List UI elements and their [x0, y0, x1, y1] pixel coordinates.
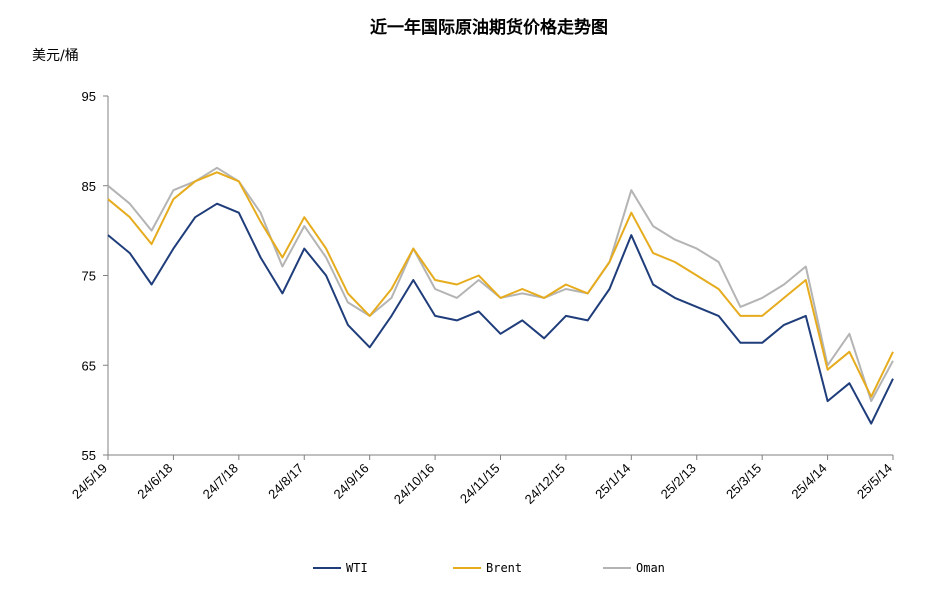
x-tick-label: 25/5/14 [854, 461, 895, 502]
chart-title: 近一年国际原油期货价格走势图 [370, 17, 608, 38]
legend-label-wti: WTI [346, 561, 368, 575]
y-tick-label: 95 [82, 89, 96, 104]
y-tick-label: 75 [82, 269, 96, 284]
series-line-oman [107, 166, 894, 403]
x-tick-label: 24/7/18 [200, 461, 241, 502]
series-layer [107, 166, 894, 425]
x-tick-label: 24/8/17 [265, 461, 306, 502]
x-tick-label: 24/5/19 [69, 461, 110, 502]
series-line-wti [107, 202, 894, 425]
x-tick-label: 24/12/15 [522, 461, 568, 507]
x-tick-label: 24/9/16 [331, 461, 372, 502]
x-tick-label: 24/11/15 [457, 461, 503, 507]
x-tick-label: 24/6/18 [134, 461, 175, 502]
legend: WTI Brent Oman [313, 561, 665, 575]
y-tick-label: 65 [82, 358, 96, 373]
x-tick-label: 25/3/15 [723, 461, 764, 502]
legend-label-oman: Oman [636, 561, 665, 575]
x-tick-label: 25/4/14 [788, 461, 829, 502]
x-tick-label: 25/2/13 [658, 461, 699, 502]
y-tick-label: 85 [82, 179, 96, 194]
x-tick-label: 25/1/14 [592, 461, 633, 502]
y-axis: 55 65 75 85 95 [82, 89, 109, 463]
x-tick-label: 24/10/16 [391, 461, 437, 507]
legend-label-brent: Brent [486, 561, 522, 575]
y-tick-label: 55 [82, 448, 96, 463]
x-axis: 24/5/19 24/6/18 24/7/18 24/8/17 24/9/16 24/10… [69, 454, 895, 507]
y-axis-label: 美元/桶 [32, 48, 79, 64]
series-line-brent [107, 171, 894, 398]
